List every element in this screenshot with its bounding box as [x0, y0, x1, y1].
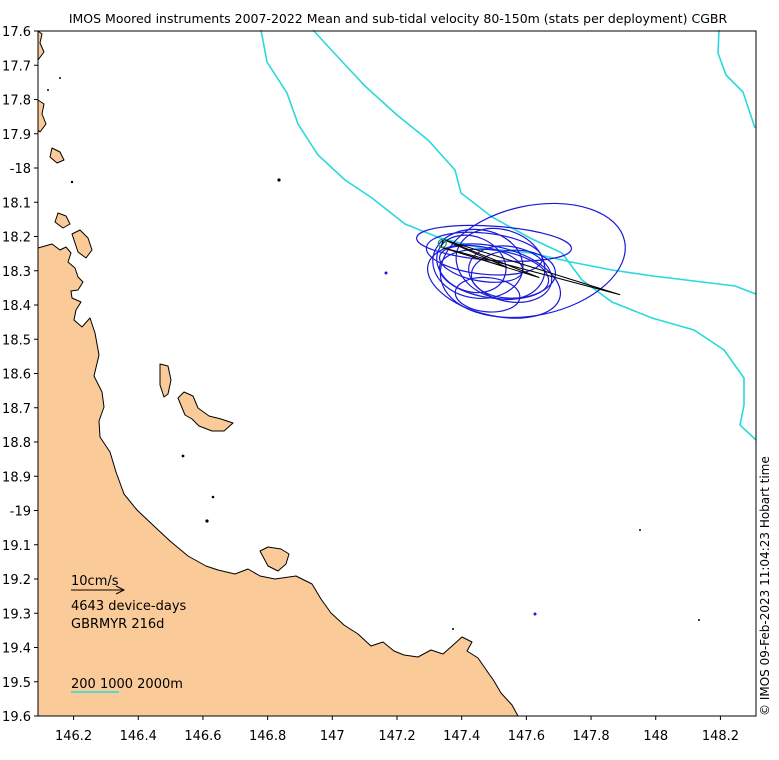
isobath-legend-label: 200 1000 2000m	[71, 677, 183, 692]
mooring-label: GBRMYR 216d	[71, 617, 164, 632]
lat-tick-label: 19.1	[2, 539, 31, 554]
lon-tick-label: 146.2	[55, 729, 92, 744]
island-b	[54, 212, 71, 229]
lat-tick-label: 19.4	[2, 642, 31, 657]
lon-tick-label: 147.6	[508, 729, 545, 744]
lat-tick-label: 18.5	[2, 333, 31, 348]
lat-tick-label: 18.4	[2, 299, 31, 314]
palm-island-b	[177, 391, 234, 432]
lat-tick-label: 18.9	[2, 470, 31, 485]
isobath-200m	[260, 29, 757, 295]
lon-tick-label: 148	[643, 729, 668, 744]
lat-tick-label: -18	[10, 162, 31, 177]
isobath-2000m	[717, 29, 756, 129]
lon-tick-label: 147.4	[443, 729, 480, 744]
lat-tick-label: 18.2	[2, 231, 31, 246]
variance-ellipse	[438, 248, 550, 300]
palm-island-a	[159, 363, 172, 398]
lat-tick-label: 18.1	[2, 196, 31, 211]
variance-ellipses	[415, 202, 626, 319]
mean-velocity-vector	[440, 238, 508, 268]
lat-tick-label: -19	[10, 505, 31, 520]
variance-ellipse	[439, 202, 626, 319]
legend: 10cm/s 4643 device-days GBRMYR 216d 200 …	[71, 574, 187, 693]
lon-tick-label: 147.2	[378, 729, 415, 744]
credit-text: © IMOS 09-Feb-2023 11:04:23 Hobart time	[758, 456, 772, 716]
lat-tick-label: 17.7	[2, 59, 31, 74]
isobath-1000m	[312, 29, 757, 441]
lat-tick-label: 17.8	[2, 94, 31, 109]
small-islets	[47, 77, 700, 630]
variance-ellipse	[427, 243, 562, 319]
scale-label: 10cm/s	[71, 574, 119, 589]
variance-ellipse	[436, 234, 507, 294]
lat-tick-label: 19.3	[2, 607, 31, 622]
lon-tick-label: 146.6	[184, 729, 221, 744]
peninsula-mid	[71, 229, 93, 259]
variance-ellipse	[468, 245, 553, 303]
scale-arrow-head	[115, 585, 126, 595]
lat-tick-label: 19.2	[2, 573, 31, 588]
lat-tick-label: 17.9	[2, 128, 31, 143]
lat-tick-label: 18.8	[2, 436, 31, 451]
lat-tick-label: 18.6	[2, 368, 31, 383]
mean-velocity-vectors	[440, 238, 621, 296]
latitude-axis: 17.6 17.7 17.8 17.9 -18 18.1 18.2 18.3 18.4 18.5 1…	[2, 25, 38, 725]
land-mass	[37, 30, 519, 717]
device-days-label: 4643 device-days	[71, 599, 187, 614]
mooring-marker[interactable]	[437, 238, 447, 248]
dots-blue	[384, 271, 537, 616]
mainland-coast	[37, 243, 519, 717]
lon-tick-label: 147	[320, 729, 345, 744]
lon-tick-label: 146.4	[120, 729, 157, 744]
lon-tick-label: 147.8	[572, 729, 609, 744]
lat-tick-label: 18.3	[2, 265, 31, 280]
map-title: IMOS Moored instruments 2007-2022 Mean a…	[69, 11, 728, 26]
lat-tick-label: 19.6	[2, 710, 31, 725]
lat-tick-label: 18.7	[2, 402, 31, 417]
lon-tick-label: 146.8	[249, 729, 286, 744]
island-a	[49, 147, 65, 164]
lat-tick-label: 19.5	[2, 676, 31, 691]
variance-ellipse	[470, 249, 557, 299]
lon-tick-label: 148.2	[702, 729, 739, 744]
lat-tick-label: 17.6	[2, 25, 31, 40]
isobaths	[260, 29, 757, 441]
longitude-axis: 146.2 146.4 146.6 146.8 147 147.2 147.4 147.6 14…	[55, 716, 739, 744]
magnetic-island	[259, 546, 290, 572]
